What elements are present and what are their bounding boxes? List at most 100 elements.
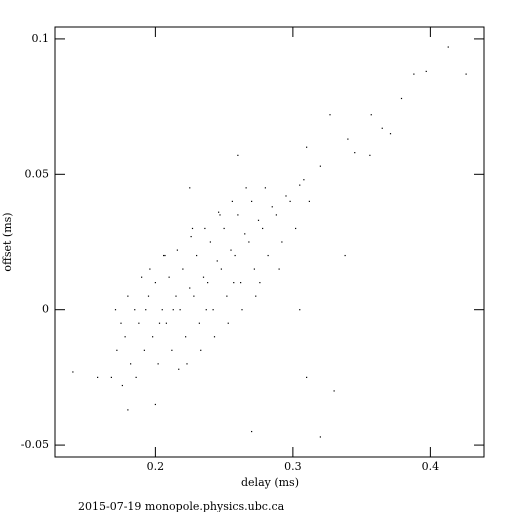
point [114, 309, 117, 311]
y-tick-label: 0 [42, 303, 49, 316]
point [196, 254, 198, 257]
point [178, 368, 180, 370]
point [255, 295, 257, 297]
point [218, 211, 220, 213]
y-tick-label: -0.05 [21, 438, 49, 451]
point [154, 282, 156, 284]
point [163, 254, 165, 257]
point [189, 187, 191, 189]
point [447, 46, 449, 48]
point [299, 309, 301, 311]
point [143, 349, 145, 351]
point [97, 376, 99, 378]
point [149, 268, 151, 270]
point [231, 200, 233, 202]
point [171, 349, 173, 351]
point [370, 114, 372, 116]
point [347, 138, 349, 140]
point [248, 241, 250, 243]
point [308, 200, 310, 202]
point [226, 295, 228, 297]
point [233, 282, 235, 284]
point [127, 295, 129, 297]
point [333, 390, 335, 392]
point [121, 384, 123, 387]
point [303, 179, 305, 181]
point [216, 260, 218, 262]
point [209, 241, 211, 243]
x-axis-label: delay (ms) [241, 476, 299, 489]
point [271, 206, 273, 208]
point [306, 376, 308, 378]
point [172, 309, 174, 311]
point [205, 309, 207, 311]
point [237, 214, 239, 216]
point [189, 287, 191, 289]
point [281, 241, 283, 243]
point [400, 97, 403, 100]
point [157, 363, 159, 365]
point [220, 268, 222, 270]
point [154, 403, 156, 406]
point [306, 146, 308, 148]
point [127, 409, 129, 411]
point [319, 165, 321, 167]
y-tick-label: 0.05 [25, 167, 50, 180]
point [72, 371, 74, 373]
point [120, 322, 122, 324]
point [267, 254, 269, 257]
point [262, 227, 264, 230]
point [465, 73, 467, 75]
point [164, 254, 166, 257]
point [176, 249, 178, 251]
point [200, 349, 202, 351]
point [152, 336, 154, 338]
point [212, 309, 214, 311]
point [134, 309, 136, 311]
point [381, 127, 383, 129]
point [354, 152, 356, 154]
point [299, 184, 301, 186]
point [240, 282, 242, 284]
point [344, 254, 346, 257]
point [130, 363, 132, 365]
x-tick-label: 0.3 [284, 460, 302, 473]
point [245, 187, 247, 189]
point [259, 282, 261, 284]
x-tick-label: 0.2 [147, 460, 165, 473]
point [204, 227, 206, 230]
point [227, 322, 229, 324]
point [223, 227, 225, 230]
point [241, 309, 243, 311]
point [369, 154, 371, 156]
point [110, 376, 112, 378]
x-tick-label: 0.4 [422, 460, 440, 473]
point [253, 268, 255, 270]
point [190, 235, 192, 238]
point [329, 114, 331, 116]
point [182, 268, 184, 270]
point [185, 336, 187, 338]
point [158, 322, 161, 324]
point [175, 295, 177, 297]
point [230, 249, 232, 251]
point [124, 336, 126, 338]
point [219, 214, 221, 216]
point [168, 276, 170, 278]
point [289, 200, 291, 202]
point [138, 322, 140, 324]
point [135, 376, 137, 378]
point [198, 322, 200, 324]
point [425, 70, 427, 73]
point [319, 436, 321, 438]
point [251, 200, 253, 202]
point [147, 295, 150, 297]
point [278, 268, 280, 270]
point [161, 309, 163, 311]
point [264, 187, 266, 189]
y-axis-label: offset (ms) [1, 212, 14, 271]
point [186, 363, 188, 365]
point [244, 233, 246, 235]
point [389, 133, 392, 135]
